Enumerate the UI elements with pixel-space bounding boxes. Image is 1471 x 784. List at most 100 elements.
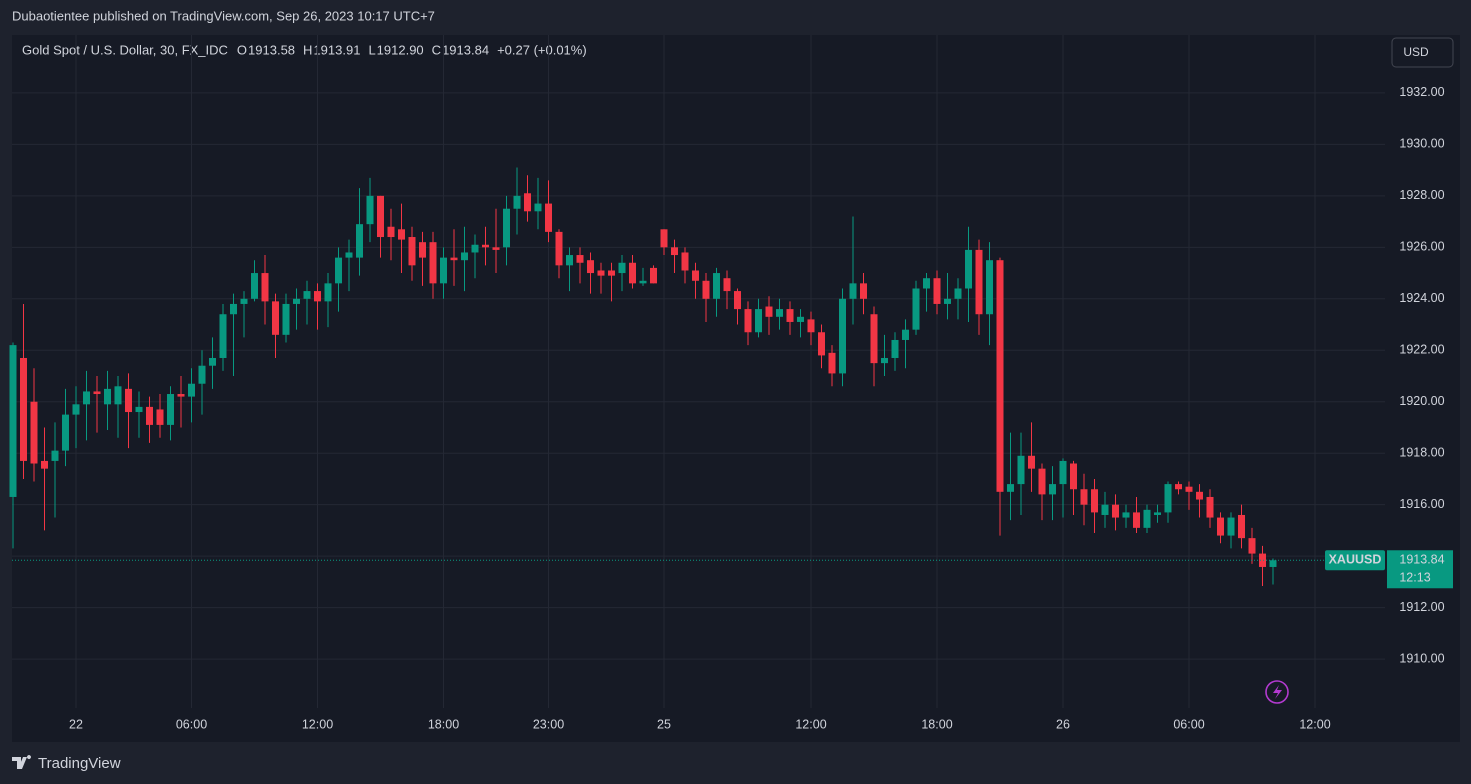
currency-label[interactable]: USD: [1403, 45, 1429, 59]
candle-body: [156, 409, 164, 425]
candle-body: [345, 252, 353, 258]
candle-body: [692, 270, 699, 281]
y-tick-label: 1926.00: [1399, 240, 1444, 254]
candle-body: [20, 357, 27, 461]
price-tag-value: 1913.84: [1399, 553, 1444, 567]
y-tick-label: 1922.00: [1399, 343, 1444, 357]
candle-body: [440, 257, 447, 284]
candle-body: [1259, 553, 1266, 567]
candle-body: [534, 203, 542, 212]
candle-body: [860, 283, 867, 299]
candle-body: [1154, 512, 1161, 515]
brand-logo: [12, 755, 31, 769]
candle-body: [177, 394, 185, 397]
symbol-legend: Gold Spot / U.S. Dollar, 30, FX_IDC O 1913…: [22, 42, 587, 57]
candle-body: [608, 270, 615, 276]
candle-body: [1059, 460, 1067, 485]
candle-body: [356, 224, 363, 258]
candle-body: [923, 278, 930, 289]
currency-button[interactable]: [1391, 37, 1454, 68]
candle-body: [167, 394, 174, 425]
candle-body: [9, 345, 17, 497]
candle-body: [807, 319, 815, 333]
candle-body: [828, 352, 836, 374]
candle-body: [272, 301, 279, 335]
candle-body: [240, 298, 248, 304]
candle-body: [660, 229, 668, 248]
candle-body: [408, 237, 416, 266]
x-tick-label: 25: [657, 717, 671, 731]
candle-body: [734, 291, 741, 310]
x-tick-label: 23:00: [533, 717, 564, 731]
candle-body: [1133, 512, 1140, 528]
y-tick-label: 1928.00: [1399, 188, 1444, 202]
candle-body: [209, 357, 216, 366]
candle-body: [503, 208, 510, 248]
candle-body: [576, 255, 584, 263]
candle-body: [398, 229, 405, 240]
candle-body: [1143, 509, 1151, 528]
candle-body: [996, 260, 1004, 492]
candle-body: [1017, 455, 1025, 485]
candle-body: [492, 247, 500, 250]
candle-body: [450, 257, 458, 261]
candle-body: [1227, 517, 1235, 536]
candle-body: [482, 244, 489, 248]
candle-body: [566, 255, 573, 266]
candle-body: [30, 401, 38, 464]
candle-body: [282, 303, 290, 335]
publisher-line: Dubaotientee published on TradingView.co…: [12, 8, 435, 23]
candle-body: [461, 252, 468, 261]
candle-body: [419, 242, 426, 258]
candle-body: [251, 273, 258, 299]
ohlc-value: 1913.91: [313, 42, 360, 57]
candle-body: [681, 252, 689, 271]
alert-bolt: [1273, 685, 1282, 699]
y-tick-label: 1916.00: [1399, 497, 1444, 511]
candle-body: [1206, 496, 1214, 518]
candle-body: [975, 249, 983, 315]
candle-body: [1049, 484, 1056, 495]
candle-body: [702, 280, 710, 299]
candle-body: [881, 357, 888, 364]
candle-body: [1007, 484, 1014, 492]
candle-body: [597, 270, 605, 276]
candle-body: [41, 460, 48, 469]
candle-body: [125, 388, 132, 413]
candle-body: [1028, 455, 1035, 469]
candle-body: [818, 332, 825, 356]
candle-body: [1164, 484, 1172, 513]
candle-body: [366, 195, 374, 225]
candle-body: [293, 298, 300, 304]
candle-body: [471, 244, 479, 253]
candle-body: [135, 406, 143, 413]
candle-body: [797, 316, 804, 322]
ohlc-value: 1912.90: [377, 42, 424, 57]
candle-body: [303, 291, 311, 299]
ohlc-value: 1913.58: [248, 42, 295, 57]
candle-body: [1091, 489, 1098, 513]
ohlc-key: C: [432, 42, 441, 57]
x-tick-label: 12:00: [1299, 717, 1330, 731]
chart-panel: [12, 35, 1460, 742]
candle-body: [1175, 484, 1182, 490]
candle-body: [1248, 538, 1256, 554]
candle-body: [1269, 560, 1277, 567]
candle-body: [524, 193, 531, 212]
candle-body: [1070, 463, 1077, 490]
x-tick-label: 18:00: [921, 717, 952, 731]
alert-icon[interactable]: [1265, 680, 1289, 704]
candle-body: [986, 260, 993, 315]
candle-body: [870, 314, 878, 364]
y-tick-label: 1918.00: [1399, 446, 1444, 460]
candle-body: [230, 303, 237, 315]
candle-body: [954, 288, 962, 299]
ohlc-key: H: [303, 42, 312, 57]
candle-body: [713, 273, 720, 299]
candle-body: [1101, 504, 1109, 515]
candle-body: [188, 383, 195, 397]
candle-body: [114, 386, 122, 405]
candle-body: [83, 391, 90, 405]
